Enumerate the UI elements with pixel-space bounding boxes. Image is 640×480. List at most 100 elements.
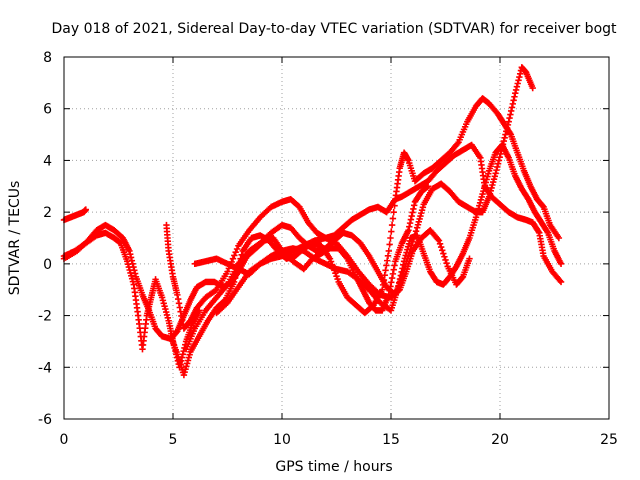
data-point-interp (386, 241, 393, 248)
data-point-interp (543, 228, 551, 235)
data-point (557, 278, 565, 286)
data-point-interp (127, 250, 134, 258)
data-point-interp (387, 234, 394, 242)
data-point-interp (506, 130, 514, 137)
data-point-interp (395, 287, 402, 294)
data-point-interp (388, 279, 395, 286)
data-point (379, 286, 386, 293)
data-point-interp (176, 304, 184, 311)
y-tick-label: -6 (38, 412, 52, 428)
x-tick-labels: 0 5 10 15 20 25 (60, 432, 618, 448)
data-point-interp (503, 124, 511, 132)
x-axis-label: GPS time / hours (275, 459, 392, 475)
data-point-interp (495, 157, 503, 164)
data-point-interp (178, 312, 185, 320)
x-tick-label: 20 (491, 432, 509, 448)
data-point-interp (503, 128, 510, 135)
data-point-interp (229, 255, 237, 262)
data-point-interp (391, 262, 398, 269)
data-point (505, 118, 512, 125)
axis-ticks (63, 56, 610, 420)
data-point-interp (410, 202, 418, 209)
y-tick-label: -2 (38, 309, 52, 325)
data-point-interp (434, 236, 442, 243)
data-point-interp (409, 209, 416, 216)
data-point-interp (391, 202, 398, 209)
data-point-interp (177, 308, 184, 315)
data-point-interp (389, 270, 397, 278)
data-point-interp (232, 249, 239, 256)
data-point-interp (179, 351, 187, 358)
series-arc-3 (60, 183, 432, 343)
data-point (557, 260, 565, 268)
x-tick-label: 10 (273, 432, 291, 448)
y-tick-label: 8 (43, 50, 52, 66)
data-series (60, 64, 565, 379)
data-point-interp (390, 266, 397, 273)
data-point-interp (454, 140, 461, 147)
data-point-interp (516, 70, 524, 78)
data-point (435, 237, 443, 244)
data-point-interp (388, 221, 396, 229)
data-point-interp (514, 80, 521, 87)
data-point-interp (437, 243, 445, 251)
data-point (512, 90, 519, 97)
x-tick-label: 15 (382, 432, 400, 448)
data-point-interp (504, 121, 512, 129)
data-point (174, 291, 181, 299)
series-arc-7 (191, 141, 565, 314)
series-arc-8 (213, 227, 473, 317)
data-point-interp (500, 137, 508, 145)
y-axis-label: SDTVAR / TECUs (7, 181, 23, 296)
data-point-interp (497, 150, 504, 158)
x-tick-label: 0 (60, 432, 69, 448)
y-tick-label: 0 (43, 257, 52, 273)
data-point-interp (129, 260, 136, 268)
data-point (385, 247, 393, 255)
data-point-interp (442, 256, 449, 264)
data-point-interp (494, 163, 501, 171)
data-point-interp (382, 267, 389, 274)
data-point-interp (506, 114, 513, 122)
y-tick-label: -4 (38, 360, 52, 376)
data-point-interp (511, 93, 518, 100)
data-point-interp (436, 240, 444, 248)
data-point-interp (390, 208, 397, 216)
data-point (405, 227, 412, 234)
data-point-interp (494, 160, 502, 167)
data-point (82, 206, 89, 213)
data-point-interp (388, 274, 396, 282)
data-point-interp (400, 261, 407, 269)
data-point-interp (493, 166, 500, 174)
data-point-interp (510, 97, 517, 104)
data-point (529, 84, 536, 92)
data-point-interp (501, 134, 508, 142)
data-point-interp (406, 223, 413, 230)
data-point-interp (128, 257, 136, 264)
data-point-interp (507, 107, 515, 115)
series-arc-1 (60, 206, 89, 224)
y-tick-label: 6 (43, 102, 52, 118)
data-point-interp (389, 215, 397, 222)
data-point-interp (407, 216, 415, 223)
data-point-interp (388, 228, 395, 235)
data-point-interp (515, 77, 522, 84)
data-point-interp (231, 274, 239, 282)
data-point-interp (556, 277, 564, 284)
data-point-interp (233, 245, 241, 253)
data-point-interp (406, 219, 414, 227)
data-point-interp (516, 73, 523, 81)
data-point-interp (508, 104, 516, 111)
data-point-interp (384, 252, 392, 259)
data-point-interp (509, 100, 517, 108)
data-point-interp (440, 250, 447, 257)
data-point-interp (439, 247, 446, 254)
data-point-interp (535, 228, 542, 235)
chart-title: Day 018 of 2021, Sidereal Day-to-day VTE… (51, 21, 617, 37)
data-point (555, 234, 563, 242)
plot-frame (63, 56, 610, 420)
data-point (224, 268, 231, 275)
data-point (492, 170, 499, 177)
data-point-interp (513, 83, 521, 90)
